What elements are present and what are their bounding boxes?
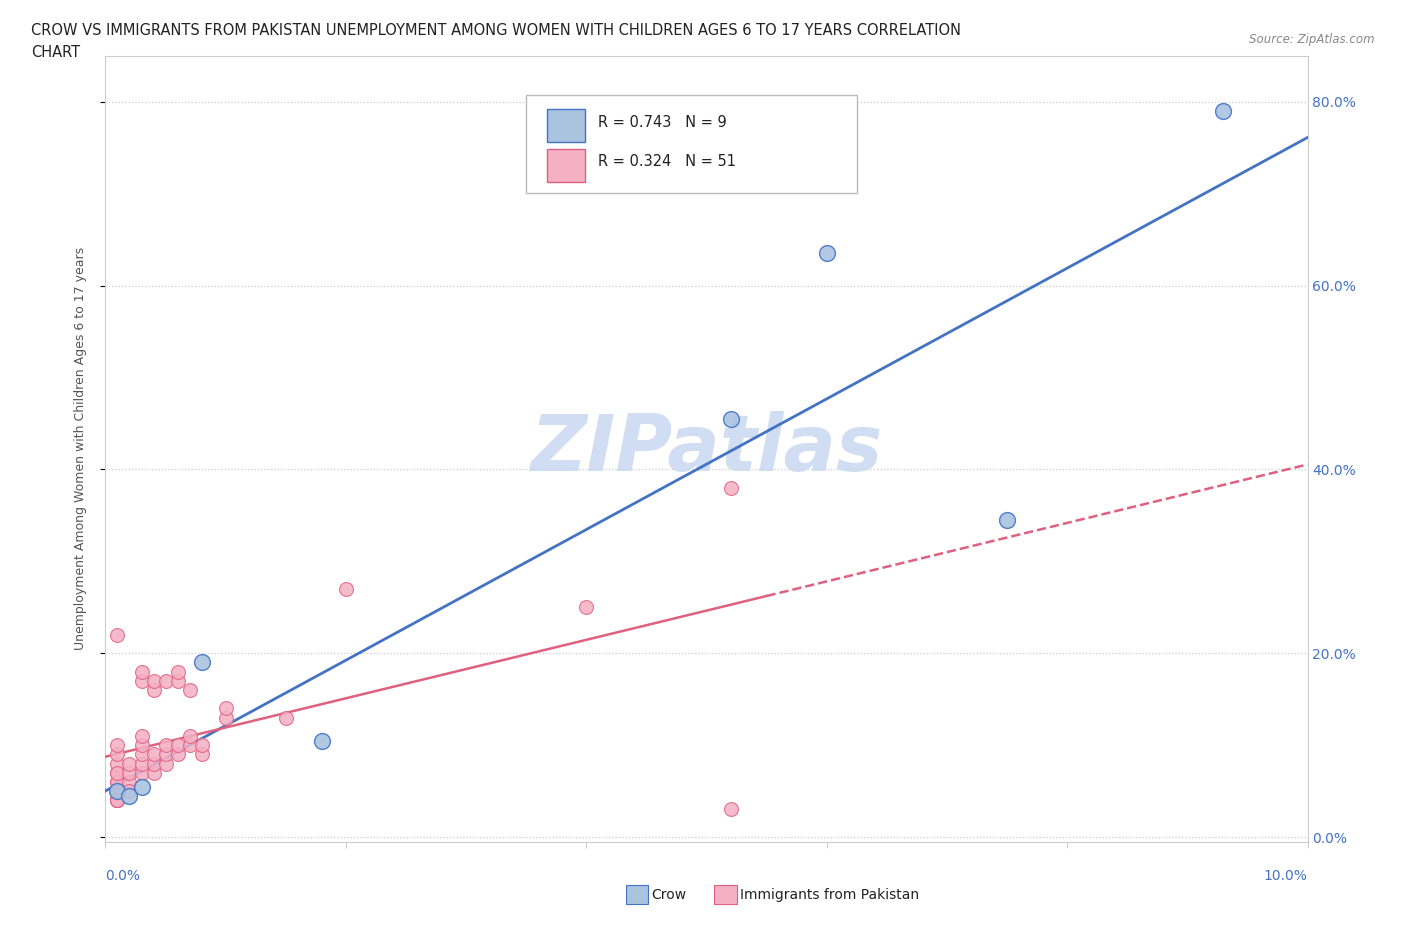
Point — [107, 737, 129, 752]
Point — [107, 793, 129, 808]
Point — [179, 728, 201, 743]
FancyBboxPatch shape — [526, 95, 856, 193]
Point — [107, 784, 129, 799]
Point — [131, 737, 153, 752]
Point — [142, 673, 165, 688]
Point — [155, 737, 177, 752]
Point — [118, 789, 141, 804]
Point — [720, 411, 742, 426]
Point — [720, 481, 742, 496]
Point — [118, 765, 141, 780]
Point — [575, 600, 598, 615]
Point — [107, 793, 129, 808]
Point — [155, 673, 177, 688]
Point — [107, 793, 129, 808]
Point — [131, 765, 153, 780]
Point — [131, 673, 153, 688]
Point — [155, 756, 177, 771]
Text: Crow: Crow — [651, 887, 686, 902]
Point — [118, 756, 141, 771]
Point — [214, 711, 236, 725]
Point — [214, 701, 236, 716]
Text: CROW VS IMMIGRANTS FROM PAKISTAN UNEMPLOYMENT AMONG WOMEN WITH CHILDREN AGES 6 T: CROW VS IMMIGRANTS FROM PAKISTAN UNEMPLO… — [31, 23, 960, 38]
Point — [107, 775, 129, 790]
Point — [815, 246, 838, 260]
Point — [118, 784, 141, 799]
Point — [166, 747, 188, 762]
Text: 10.0%: 10.0% — [1264, 869, 1308, 883]
Text: Source: ZipAtlas.com: Source: ZipAtlas.com — [1250, 33, 1375, 46]
Point — [335, 581, 357, 596]
Point — [107, 756, 129, 771]
Point — [1212, 103, 1234, 118]
Point — [179, 683, 201, 698]
Point — [995, 512, 1018, 527]
Point — [131, 728, 153, 743]
Point — [311, 733, 333, 748]
Point — [190, 747, 212, 762]
Point — [131, 664, 153, 679]
Point — [142, 747, 165, 762]
Point — [131, 779, 153, 794]
Point — [142, 683, 165, 698]
Point — [142, 756, 165, 771]
Point — [107, 793, 129, 808]
Point — [190, 655, 212, 670]
Point — [107, 628, 129, 643]
Point — [155, 747, 177, 762]
Point — [166, 737, 188, 752]
Point — [142, 765, 165, 780]
Point — [720, 802, 742, 817]
Point — [107, 784, 129, 799]
Point — [107, 784, 129, 799]
Text: Immigrants from Pakistan: Immigrants from Pakistan — [740, 887, 918, 902]
Point — [131, 747, 153, 762]
Point — [166, 673, 188, 688]
Point — [107, 747, 129, 762]
Point — [166, 664, 188, 679]
Point — [190, 737, 212, 752]
Text: R = 0.324   N = 51: R = 0.324 N = 51 — [599, 154, 737, 169]
FancyBboxPatch shape — [547, 109, 585, 142]
Point — [179, 737, 201, 752]
Text: ZIPatlas: ZIPatlas — [530, 411, 883, 486]
Text: CHART: CHART — [31, 45, 80, 60]
FancyBboxPatch shape — [547, 149, 585, 181]
Y-axis label: Unemployment Among Women with Children Ages 6 to 17 years: Unemployment Among Women with Children A… — [75, 247, 87, 650]
Text: R = 0.743   N = 9: R = 0.743 N = 9 — [599, 115, 727, 130]
Text: 0.0%: 0.0% — [105, 869, 141, 883]
Point — [107, 775, 129, 790]
Point — [107, 793, 129, 808]
Point — [107, 765, 129, 780]
Point — [131, 756, 153, 771]
Point — [118, 775, 141, 790]
Point — [274, 711, 297, 725]
Point — [107, 765, 129, 780]
